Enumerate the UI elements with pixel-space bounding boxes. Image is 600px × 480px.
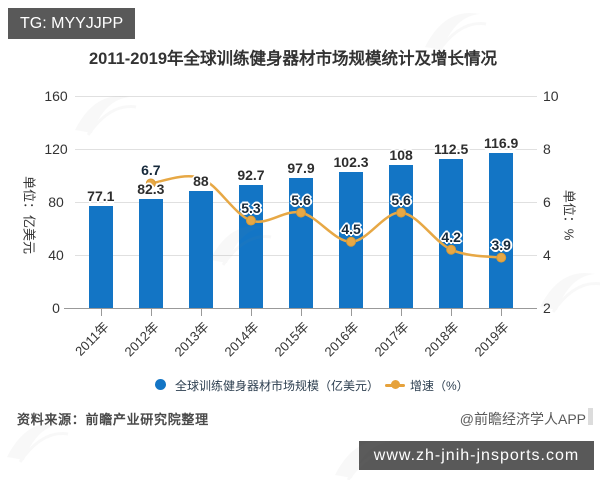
gridline <box>75 149 537 150</box>
bar <box>88 205 113 308</box>
left-axis-tick-label: 80 <box>48 194 64 210</box>
bar-value-label: 92.7 <box>237 167 265 184</box>
left-axis-tick-label: 160 <box>44 88 68 104</box>
bar <box>439 158 464 308</box>
right-axis-tick-label: 6 <box>543 194 551 210</box>
left-axis-tick-label: 0 <box>52 300 60 316</box>
tg-badge: TG: MYYJJPP <box>8 8 136 39</box>
growth-line <box>150 175 502 259</box>
chart-legend: 全球训练健身器材市场规模（亿美元） 增速（%） <box>0 376 600 393</box>
bar <box>238 185 263 308</box>
bar <box>389 164 414 308</box>
line-value-label: 5.6 <box>291 191 311 208</box>
line-value-label: 5.3 <box>241 199 261 216</box>
x-axis-tick <box>501 309 503 316</box>
legend-label-market-size: 全球训练健身器材市场规模（亿美元） <box>175 379 380 393</box>
line-point-marker <box>296 207 306 218</box>
bar-value-label: 116.9 <box>484 135 519 152</box>
legend-label-growth: 增速（%） <box>410 379 469 393</box>
bar-value-label: 108 <box>389 146 413 163</box>
line-point-marker <box>346 236 357 247</box>
bar-value-label: 88 <box>193 173 209 190</box>
left-axis-tick-label: 40 <box>48 247 64 263</box>
line-value-label: 4.5 <box>341 220 361 237</box>
line-value-label: 4.2 <box>441 228 461 245</box>
x-axis-tick <box>250 309 252 316</box>
x-axis-line <box>64 308 537 309</box>
x-axis-tick <box>301 309 302 316</box>
line-point-marker <box>496 252 507 263</box>
x-axis-tick <box>351 309 353 316</box>
bar-value-label: 102.3 <box>333 154 369 171</box>
bar <box>188 191 213 308</box>
chart-title: 2011-2019年全球训练健身器材市场规模统计及增长情况 <box>89 50 497 68</box>
line-value-label: 5.6 <box>391 191 411 208</box>
line-series-dot-icon <box>391 380 400 389</box>
x-axis-tick <box>401 309 403 316</box>
line-point-marker <box>446 244 457 255</box>
line-value-label: 3.9 <box>491 236 511 253</box>
x-axis-tick <box>150 309 152 316</box>
bar <box>489 153 514 308</box>
line-point-marker <box>145 178 156 189</box>
website-banner: www.zh-jnih-jnsports.com <box>359 441 594 470</box>
right-axis-tick-label: 10 <box>543 88 559 104</box>
line-point-marker <box>245 215 256 226</box>
bar-value-label: 112.5 <box>434 140 469 157</box>
bar <box>138 198 163 308</box>
bar-value-label: 82.3 <box>137 180 165 197</box>
cursor-block <box>588 408 593 425</box>
bar-value-label: 77.1 <box>87 187 115 204</box>
line-point-marker <box>396 207 407 218</box>
x-axis-tick <box>451 309 453 316</box>
right-axis-tick-label: 4 <box>543 247 551 263</box>
credit-text: @前瞻经济学人APP <box>459 411 586 427</box>
x-axis-tick <box>200 309 202 316</box>
bar <box>289 178 313 308</box>
data-source-text: 资料来源：前瞻产业研究院整理 <box>17 412 209 427</box>
bar-value-label: 97.9 <box>287 160 315 177</box>
right-axis-tick-label: 8 <box>543 141 551 157</box>
x-axis-tick <box>100 309 102 316</box>
right-axis-tick-label: 2 <box>543 300 551 316</box>
bar-series-marker-icon <box>155 379 166 390</box>
left-axis-tick-label: 120 <box>44 141 68 157</box>
gridline <box>75 96 537 97</box>
line-value-label: 6.7 <box>141 162 161 179</box>
